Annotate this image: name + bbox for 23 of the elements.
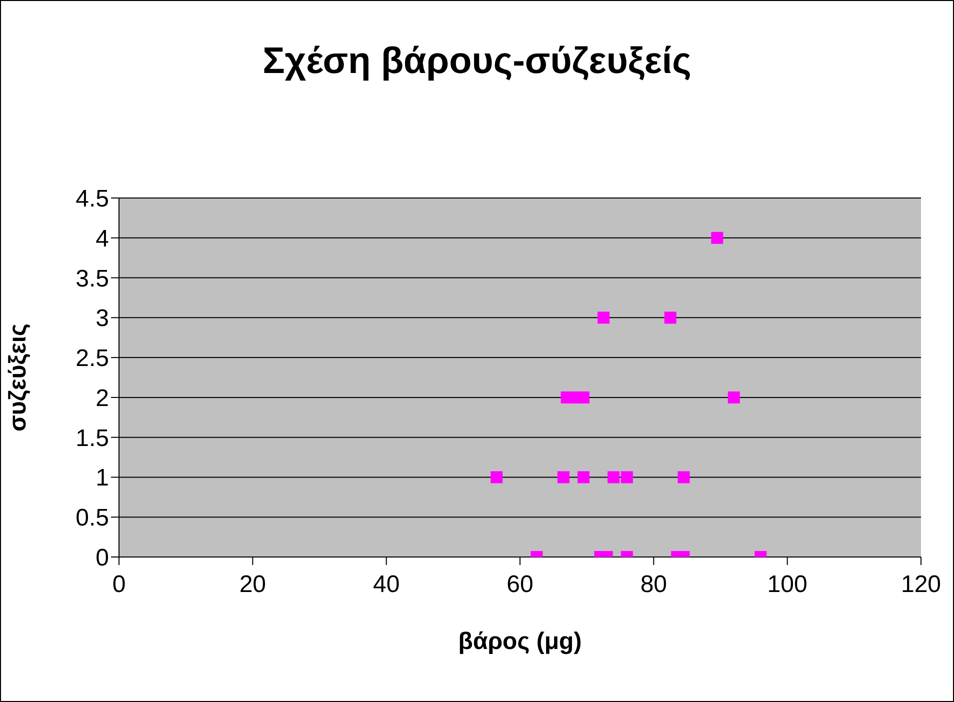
- y-tick-label: 2: [96, 384, 109, 412]
- y-tick-label: 0: [96, 544, 109, 572]
- y-tick-label: 4: [96, 225, 109, 252]
- point: [598, 312, 610, 324]
- point: [728, 391, 740, 404]
- x-tick-label: 60: [506, 571, 534, 598]
- y-tick-label: 3: [96, 305, 109, 332]
- x-tick-label: 120: [900, 571, 942, 598]
- point: [664, 312, 676, 324]
- x-tick-label: 80: [640, 571, 668, 598]
- x-axis-title: βάρος (μg): [458, 628, 582, 655]
- x-tick-label: 40: [372, 571, 400, 598]
- x-tick-label: 100: [767, 571, 808, 598]
- y-tick-label: 1: [96, 464, 109, 492]
- y-tick-label: 4.5: [76, 186, 109, 213]
- y-tick-label: 1.5: [76, 424, 109, 452]
- point: [577, 391, 590, 404]
- chart-title: Σχέση βάρους-σύζευξείς: [262, 40, 692, 82]
- y-axis-title: συζεύξεις: [4, 323, 32, 432]
- y-tick-label: 0.5: [76, 504, 109, 532]
- y-tick-label: 3.5: [76, 265, 109, 292]
- y-tick-label: 2.5: [76, 345, 109, 372]
- x-tick-label: 20: [239, 571, 266, 598]
